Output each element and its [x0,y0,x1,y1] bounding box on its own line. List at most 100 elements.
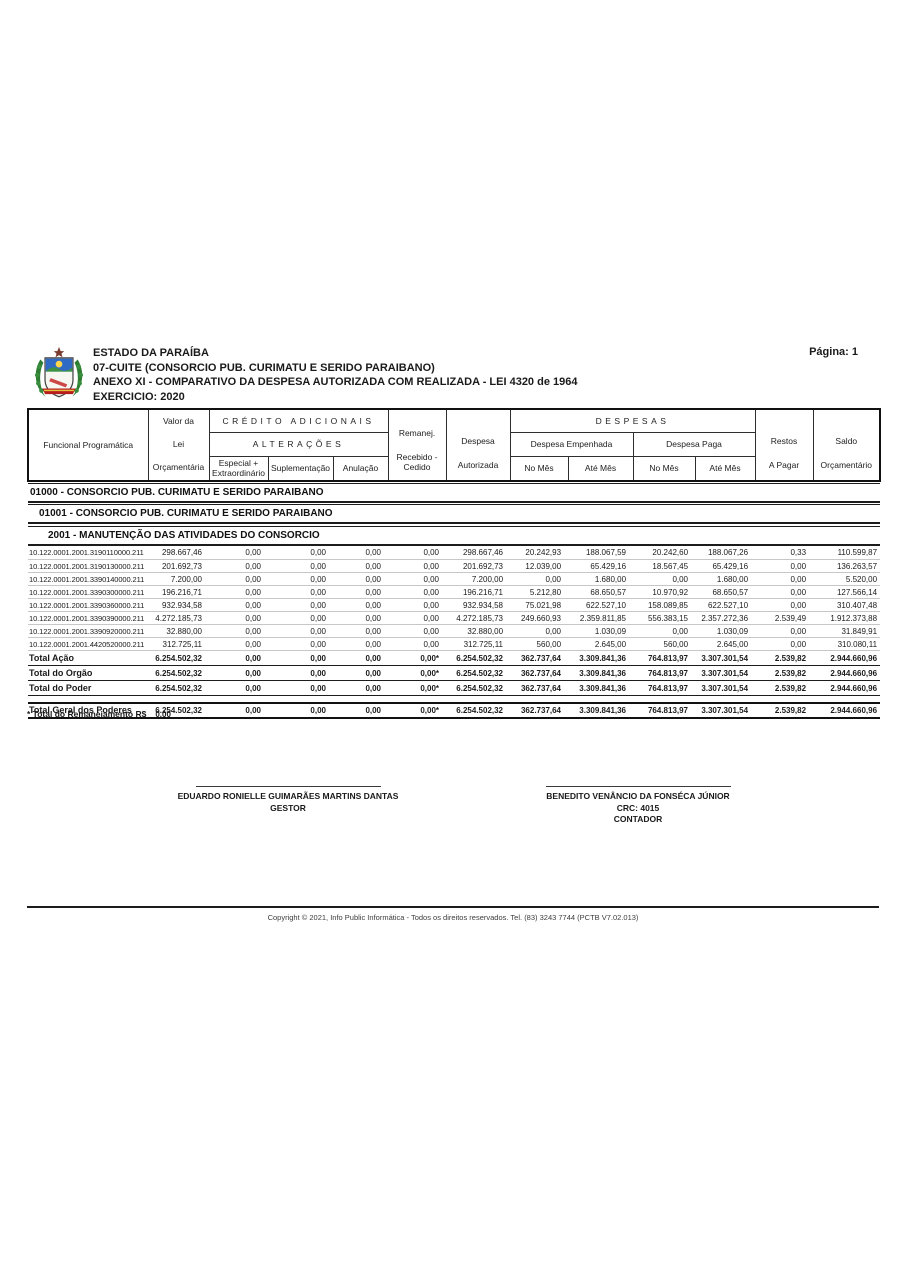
total-value-cell: 0,00 [268,680,333,696]
value-cell: 0,33 [755,546,814,560]
value-cell: 0,00 [209,546,268,560]
group-header-despesa-empenhada: Despesa Empenhada [509,432,634,457]
value-cell: 0,00 [755,598,814,612]
funcional-code-cell: 10.122.0001.2001.3390360000.211 [28,598,148,612]
value-cell: 312.725,11 [148,637,209,651]
signatory-name: BENEDITO VENÂNCIO DA FONSÉCA JÚNIOR [546,791,730,801]
value-cell: 5.212,80 [510,585,569,599]
value-cell: 0,00 [333,559,389,573]
total-value-cell: 3.309.841,36 [568,680,634,696]
total-value-cell: 362.737,64 [510,665,569,681]
table-row: 10.122.0001.2001.3390300000.211 196.216,7… [28,585,881,599]
total-label-cell: Total do Orgão [28,665,148,681]
total-value-cell: 3.307.301,54 [695,701,756,719]
value-cell: 20.242,93 [510,546,569,560]
section-row: 01000 - CONSORCIO PUB. CURIMATU E SERIDO… [28,482,881,503]
total-value-cell: 3.309.841,36 [568,701,634,719]
coat-of-arms-icon [30,346,88,404]
remanejamento-footnote: * Total do Remanejamento R$ 0,00 [27,709,171,719]
value-cell: 0,00 [510,572,569,586]
section-header-label: 01001 - CONSORCIO PUB. CURIMATU E SERIDO… [28,504,881,524]
col-header-restos-line1: Restos [770,436,798,446]
col-header-paga-no-mes: No Mês [632,455,696,482]
table-row: 10.122.0001.2001.3190130000.211 201.692,7… [28,559,881,573]
signature-line [545,786,731,787]
value-cell: 2.645,00 [568,637,634,651]
section-row: 2001 - MANUTENÇÃO DAS ATIVIDADES DO CONS… [28,525,881,546]
total-value-cell: 6.254.502,32 [148,680,209,696]
value-cell: 0,00 [333,611,389,625]
col-header-valor-lei: Valor da Lei Orçamentária [147,408,210,482]
signatory-crc: CRC: 4015 [616,802,660,813]
col-header-saldo-line1: Saldo [835,436,858,446]
value-cell: 0,00 [209,624,268,638]
total-value-cell: 0,00 [333,650,389,666]
total-value-cell: 6.254.502,32 [148,701,209,719]
col-header-remanej-line2: Recebido - [396,452,438,462]
value-cell: 0,00 [755,559,814,573]
footer-rule [27,906,879,908]
value-cell: 18.567,45 [633,559,696,573]
report-header: ESTADO DA PARAÍBA 07-CUITE (CONSORCIO PU… [30,346,870,404]
total-value-cell: 0,00 [268,701,333,719]
value-cell: 0,00 [755,585,814,599]
value-cell: 32.880,00 [446,624,511,638]
total-value-cell: 362.737,64 [510,650,569,666]
value-cell: 0,00 [755,637,814,651]
value-cell: 68.650,57 [695,585,756,599]
value-cell: 2.645,00 [695,637,756,651]
total-value-cell: 764.813,97 [633,650,696,666]
value-cell: 0,00 [209,611,268,625]
value-cell: 110.599,87 [813,546,881,560]
col-header-empenhada-ate-mes: Até Mês [567,455,634,482]
value-cell: 2.539,49 [755,611,814,625]
col-header-remanej-line1: Remanej. [398,428,436,438]
value-cell: 136.263,57 [813,559,881,573]
total-value-cell: 0,00 [209,665,268,681]
col-header-despesa-line1: Despesa [461,436,495,446]
value-cell: 12.039,00 [510,559,569,573]
value-cell: 556.383,15 [633,611,696,625]
funcional-code-cell: 10.122.0001.2001.3390300000.211 [28,585,148,599]
value-cell: 7.200,00 [148,572,209,586]
value-cell: 0,00 [268,546,333,560]
value-cell: 0,00 [268,559,333,573]
value-cell: 32.880,00 [148,624,209,638]
total-value-cell: 6.254.502,32 [148,665,209,681]
signature-block-contador: BENEDITO VENÂNCIO DA FONSÉCA JÚNIOR CRC:… [498,786,778,826]
report-titles: ESTADO DA PARAÍBA 07-CUITE (CONSORCIO PU… [93,346,577,404]
signatory-role: GESTOR [270,802,306,813]
col-header-valor-line3: Orçamentária [152,462,205,472]
signatory-name: EDUARDO RONIELLE GUIMARÃES MARTINS DANTA… [177,791,399,801]
funcional-code-cell: 10.122.0001.2001.3390140000.211 [28,572,148,586]
signatory-role: CONTADOR [613,814,663,824]
value-cell: 201.692,73 [446,559,511,573]
total-value-cell: 0,00 [209,701,268,719]
section-row: 01001 - CONSORCIO PUB. CURIMATU E SERIDO… [28,504,881,524]
total-value-cell: 3.309.841,36 [568,650,634,666]
signature-block-gestor: EDUARDO RONIELLE GUIMARÃES MARTINS DANTA… [148,786,428,814]
value-cell: 0,00 [268,572,333,586]
total-value-cell: 2.944.660,96 [813,701,881,719]
value-cell: 2.357.272,36 [695,611,756,625]
value-cell: 127.566,14 [813,585,881,599]
col-header-despesa-autorizada: Despesa Autorizada [445,408,511,482]
funcional-code-cell: 10.122.0001.2001.3390920000.211 [28,624,148,638]
value-cell: 560,00 [633,637,696,651]
value-cell: 0,00 [388,637,447,651]
col-header-especial-line1: Especial + [218,458,259,469]
value-cell: 1.030,09 [568,624,634,638]
page-number: Página: 1 [809,346,858,358]
total-value-cell: 2.539,82 [755,680,814,696]
value-cell: 0,00 [268,585,333,599]
col-header-paga-ate-mes: Até Mês [694,455,756,482]
total-value-cell: 0,00 [333,701,389,719]
value-cell: 68.650,57 [568,585,634,599]
value-cell: 310.080,11 [813,637,881,651]
col-header-saldo-orcamentario: Saldo Orçamentário [812,408,882,482]
page-footer: Copyright © 2021, Info Public Informátic… [27,906,879,922]
total-value-cell: 6.254.502,32 [148,650,209,666]
value-cell: 2.359.811,85 [568,611,634,625]
expense-comparative-table: Funcional Programática Valor da Lei Orça… [27,408,882,719]
col-header-restos-a-pagar: Restos A Pagar [754,408,814,482]
